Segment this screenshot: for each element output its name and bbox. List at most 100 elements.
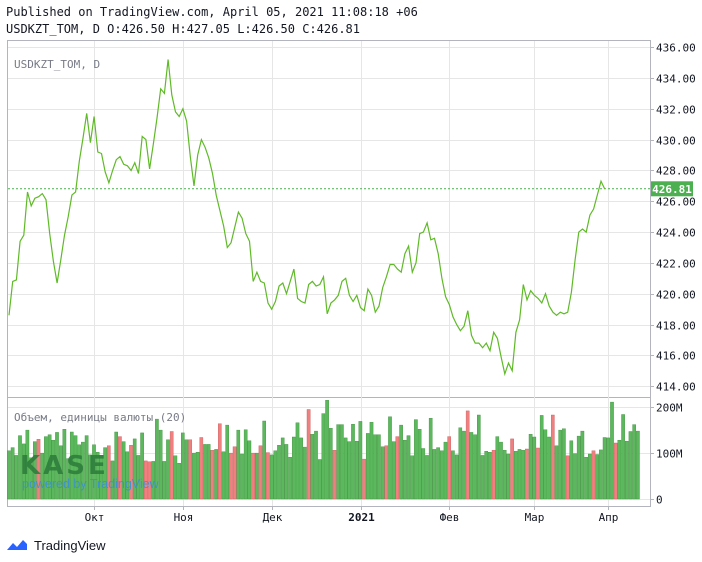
volume-bar (232, 446, 237, 500)
volume-bar (329, 428, 333, 500)
volume-bar (269, 454, 274, 500)
volume-bar (243, 429, 248, 500)
time-axis: Окт Ноя Дек 2021 Фев Мар Апр (85, 506, 618, 524)
volume-bar (343, 437, 348, 500)
volume-bar (558, 429, 562, 500)
volume-bar (217, 423, 222, 500)
volume-bar (147, 461, 152, 500)
volume-bar (554, 445, 559, 500)
volume-bar (358, 421, 363, 500)
volume-bar (536, 447, 540, 500)
volume-bar (606, 437, 611, 500)
volume-bar (184, 439, 189, 500)
volume-bar (410, 455, 415, 500)
volume-bar (625, 441, 629, 500)
time-tick-label: Мар (525, 511, 545, 524)
volume-bar (621, 414, 625, 500)
volume-bar (462, 430, 466, 500)
volume-bar (573, 453, 577, 500)
volume-bar (525, 448, 529, 500)
volume-bar (47, 434, 52, 500)
volume-bar (310, 434, 315, 500)
volume-bar (421, 448, 426, 500)
volume-bar (247, 440, 252, 500)
volume-bar (25, 429, 30, 500)
volume-bar (266, 452, 270, 500)
volume-bar (125, 451, 130, 500)
chart-header: Published on TradingView.com, April 05, … (6, 4, 418, 38)
volume-bar (465, 410, 470, 500)
volume-bar (118, 436, 122, 500)
volume-bar (495, 436, 500, 500)
volume-bar (388, 416, 392, 500)
volume-bar (51, 440, 56, 500)
volume-bar (62, 429, 67, 500)
volume-bar (391, 441, 396, 500)
volume-bar (81, 441, 85, 500)
volume-bar (377, 434, 381, 500)
volume-bars (7, 400, 640, 500)
volume-bar (380, 446, 385, 500)
tradingview-footer[interactable]: TradingView (6, 535, 106, 555)
volume-bar (306, 409, 311, 500)
volume-bar (510, 438, 514, 500)
volume-bar (121, 441, 126, 500)
volume-bar (262, 420, 267, 500)
volume-bar (499, 441, 503, 500)
volume-bar (236, 429, 241, 500)
volume-bar (229, 452, 233, 500)
volume-bar (366, 433, 370, 500)
volume-bar (595, 454, 599, 500)
volume-bar (40, 452, 44, 500)
volume-bar (18, 435, 22, 500)
volume-bar (55, 432, 59, 500)
time-tick-label: Окт (85, 511, 105, 524)
volume-bar (151, 461, 156, 500)
volume-bar (417, 429, 422, 500)
volume-bar (599, 449, 603, 500)
volume-bar (273, 450, 278, 500)
volume-bar (591, 450, 596, 500)
tradingview-brand: TradingView (34, 537, 106, 553)
volume-bar (521, 450, 525, 500)
volume-tick-label: 200M (656, 402, 683, 415)
volume-bar (351, 424, 355, 500)
price-tick-label: 428.00 (656, 165, 696, 178)
volume-bar (432, 449, 437, 500)
volume-bar (551, 414, 555, 500)
volume-bar (547, 436, 551, 500)
volume-bar (169, 431, 174, 500)
volume-bar (258, 445, 263, 500)
volume-bar (292, 436, 296, 500)
volume-bar (403, 440, 407, 500)
volume-bar (77, 444, 81, 500)
volume-bar (340, 424, 344, 500)
volume-bar (569, 440, 574, 500)
volume-bar (92, 444, 96, 500)
volume-bar (440, 450, 444, 500)
volume-bar (436, 447, 440, 500)
volume-bar (36, 439, 41, 500)
volume-bar (565, 455, 570, 500)
volume-bar (502, 450, 507, 500)
tradingview-logo-icon (7, 540, 27, 550)
price-tick-label: 416.00 (656, 350, 696, 363)
volume-bar (332, 450, 337, 500)
price-tick-label: 422.00 (656, 258, 696, 271)
volume-bar (443, 441, 448, 500)
volume-bar (192, 452, 196, 500)
volume-bar (384, 445, 389, 500)
volume-bar (29, 457, 33, 500)
volume-bar (539, 415, 544, 500)
price-tick-label: 424.00 (656, 227, 696, 240)
volume-bar (576, 435, 581, 500)
volume-bar (414, 419, 418, 500)
volume-bar (140, 432, 144, 500)
price-gridlines (8, 47, 650, 387)
volume-bar (73, 435, 78, 500)
volume-bar (517, 449, 522, 500)
volume-bar (373, 434, 378, 500)
volume-bar (7, 450, 11, 500)
published-line: Published on TradingView.com, April 05, … (6, 5, 418, 19)
